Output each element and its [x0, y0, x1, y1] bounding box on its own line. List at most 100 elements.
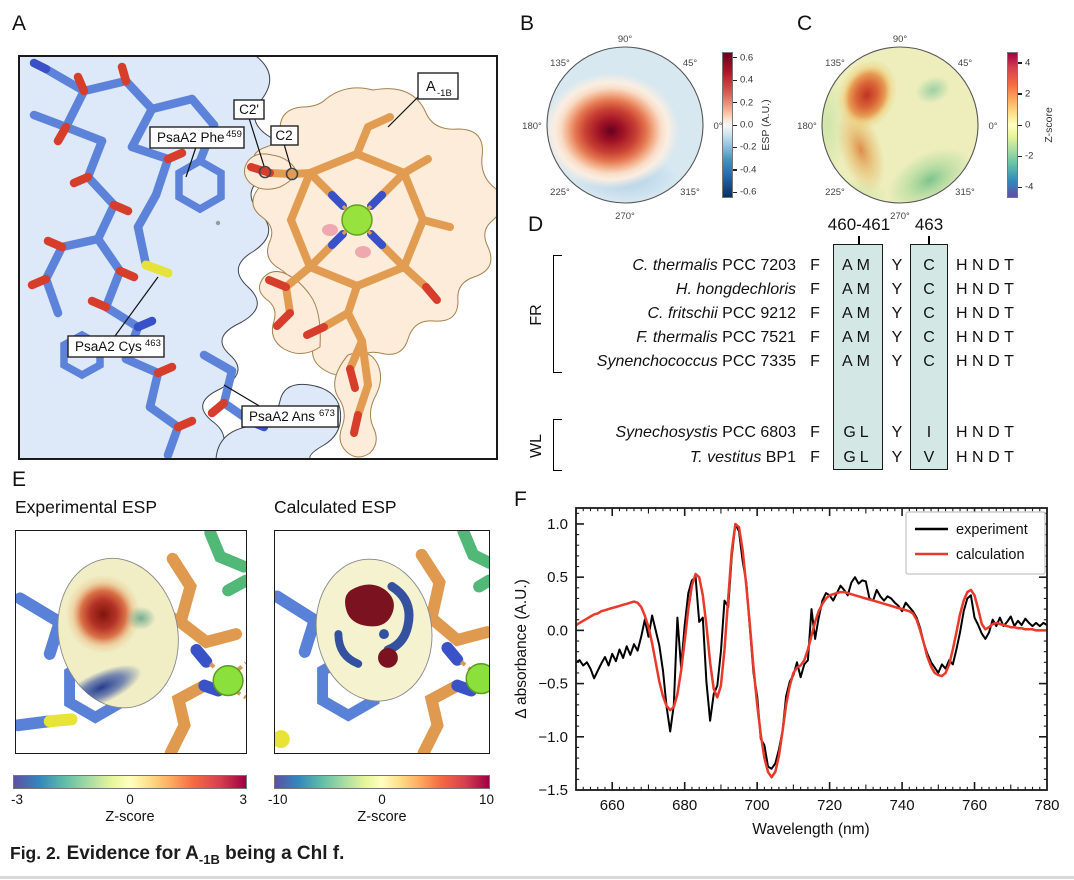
x-tick-label: 720 — [817, 797, 842, 814]
svg-text:270°: 270° — [615, 211, 635, 222]
svg-text:135°: 135° — [550, 58, 570, 69]
colorbar-tick-label: 0 — [1025, 119, 1031, 131]
sulfur-tip — [43, 713, 78, 728]
fr-bracket — [553, 255, 562, 373]
experiment-legend-label: experiment — [956, 522, 1028, 538]
panel-d: D 460-461 463 C. thermalis PCC 7203 F AM Y C… — [520, 213, 1074, 485]
panel-a-frame — [18, 55, 498, 460]
y-tick-label: −0.5 — [538, 676, 568, 693]
calculated-colorbar-block: -10 0 10 Z-score — [268, 775, 494, 835]
protein-density-surface — [19, 56, 342, 459]
svg-text:45°: 45° — [683, 58, 698, 69]
panel-d-letter: D — [528, 213, 544, 236]
cbar-axis-label: Z-score — [105, 809, 155, 825]
residue-cell: HNDT — [956, 424, 1019, 441]
chart-series — [575, 522, 1048, 779]
axis-tick-labels: 660 680 700 720 740 760 780 1.0 0.5 0.0 −0.5 −1.0 −1… — [538, 516, 1059, 814]
header-tick — [858, 236, 860, 244]
svg-text:315°: 315° — [955, 187, 975, 198]
figure-caption: Fig. 2. Evidence for A-1B being a Chl f. — [10, 843, 344, 867]
ans-label-sup: 673 — [319, 408, 335, 419]
residue-cell: AM — [842, 329, 874, 346]
y-tick-label: −1.0 — [538, 729, 568, 746]
water-blob — [322, 224, 338, 236]
header-tick — [928, 236, 930, 244]
panel-b-colorbar — [722, 52, 733, 198]
wl-bracket — [553, 419, 562, 471]
phe-label-sup: 459 — [226, 129, 242, 140]
colorbar-tick-label: 0.4 — [740, 74, 754, 86]
svg-text:90°: 90° — [893, 34, 908, 45]
residue-cell: F — [810, 329, 820, 346]
calculated-esp-title: Calculated ESP — [274, 497, 397, 517]
panel-a-structure: PsaA2 Phe 459 C2' C2 A -1B PsaA2 Cys 463… — [18, 55, 498, 460]
y-tick-label: 0.0 — [547, 622, 568, 639]
colorbar-tick — [733, 102, 737, 104]
mg-coordination-bonds — [341, 204, 373, 236]
difference-spectrum-chart: 660 680 700 720 740 760 780 1.0 0.5 0.0 −0.5 −1.0 −1… — [513, 507, 1060, 838]
chlorophyll-oxygen-tips — [247, 163, 441, 437]
c2-label: C2 — [275, 128, 292, 143]
x-tick-label: 760 — [962, 797, 987, 814]
colorbar-tick — [1018, 62, 1022, 64]
colorbar-tick-label: 4 — [1025, 57, 1031, 69]
colorbar-tick — [733, 191, 737, 194]
polar-angle-labels: 90° 45° 0° 315° 270° 225° 180° 135° — [797, 34, 998, 222]
panel-a-letter: A — [12, 12, 27, 35]
svg-text:0°: 0° — [713, 121, 722, 132]
alignment-row: C. thermalis PCC 7203 F AM Y C HNDT — [520, 255, 1074, 277]
residue-cell: Y — [891, 353, 903, 370]
panel-c: C 90° 45° 0° 315° 270° 225° 180° — [786, 10, 1074, 222]
residue-cell: HNDT — [956, 305, 1019, 322]
x-tick-label: 700 — [745, 797, 770, 814]
calculated-esp-image — [274, 530, 490, 754]
phe-label: PsaA2 Phe — [157, 130, 225, 145]
residue-cell: F — [810, 281, 820, 298]
porphyrin-nitrogens — [328, 191, 386, 249]
residue-cell: Y — [891, 449, 903, 466]
panel-f-letter: F — [514, 488, 527, 511]
calculation-legend-label: calculation — [956, 547, 1025, 563]
colorbar-tick — [1018, 93, 1022, 95]
residue-cell: Y — [891, 329, 903, 346]
alignment-row: T. vestitus BP1 F GL Y V HNDT — [520, 447, 1074, 469]
ans-label: PsaA2 Ans — [249, 409, 315, 424]
a1b-label: A — [426, 79, 436, 95]
residue-cell: F — [810, 257, 820, 274]
cbar-mid: 0 — [126, 792, 134, 807]
magnesium-ion — [465, 663, 489, 695]
panel-c-colorbar-ticks: 4 2 0 -2 -4 — [1007, 52, 1047, 198]
residue-cell: GL — [843, 424, 873, 441]
colorbar-tick-label: 0.2 — [740, 97, 754, 109]
alignment-row: F. thermalis PCC 7521 F AM Y C HNDT — [520, 327, 1074, 349]
x-tick-label: 680 — [672, 797, 697, 814]
panel-c-polar-plot: 90° 45° 0° 315° 270° 225° 180° 135° — [797, 34, 998, 222]
colorbar-tick — [1018, 186, 1022, 188]
residue-cell: I — [926, 424, 932, 441]
y-tick-label: −1.5 — [538, 782, 568, 799]
svg-text:0°: 0° — [988, 121, 997, 132]
residue-cell: F — [810, 305, 820, 322]
caption-main: Evidence for A — [66, 843, 199, 864]
c2-atom-marker — [285, 167, 299, 181]
residue-cell: C — [923, 281, 935, 298]
c2prime-label: C2' — [239, 102, 259, 117]
residue-cell: AM — [842, 281, 874, 298]
alignment-row: Synechosystis PCC 6803 F GL Y I HNDT — [520, 422, 1074, 444]
svg-text:45°: 45° — [958, 58, 973, 69]
caption-tail: being a Chl f. — [219, 843, 345, 864]
svg-text:270°: 270° — [890, 211, 910, 222]
cbar-max: 10 — [478, 792, 494, 807]
colorbar-tick — [733, 146, 737, 149]
colorbar-tick-label: -4 — [1025, 181, 1034, 193]
residue-cell: Y — [891, 281, 903, 298]
alignment-header-460-461: 460-461 — [827, 215, 891, 234]
panel-b: B 90° 45° 0° 315° 270° 225° 180° 135° 0.… — [510, 10, 774, 222]
svg-text:225°: 225° — [825, 187, 845, 198]
plot-frame — [575, 507, 1048, 791]
residue-cell: GL — [843, 449, 873, 466]
magnesium-ion — [212, 665, 244, 697]
svg-text:180°: 180° — [522, 121, 542, 132]
panel-b-colorbar-label: ESP (A.U.) — [760, 99, 772, 151]
colorbar-tick — [1018, 155, 1022, 157]
